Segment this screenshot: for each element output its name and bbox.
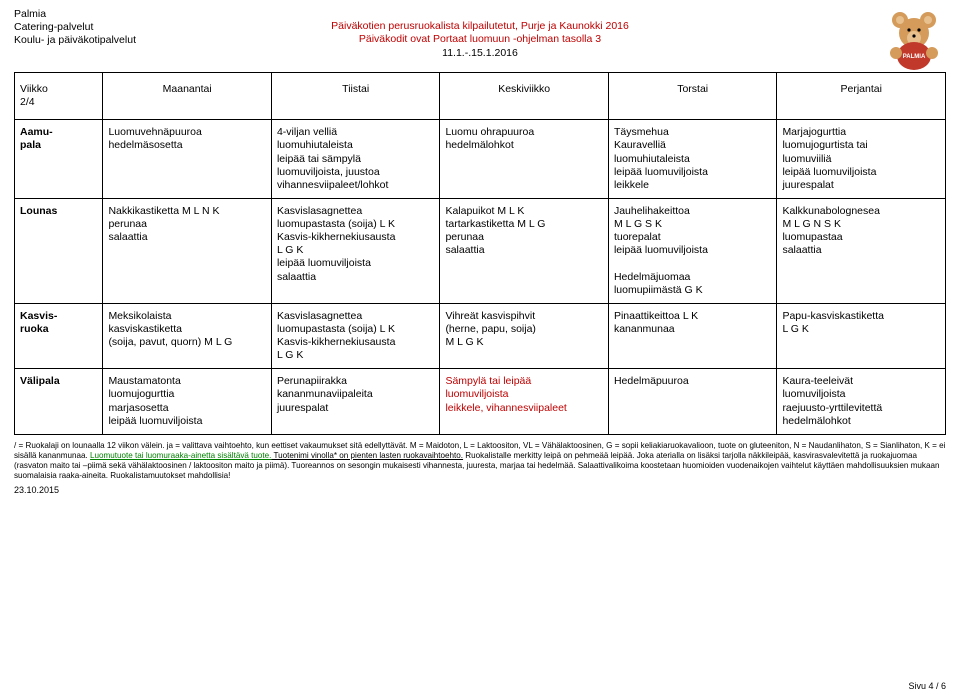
title-line1: Päiväkotien perusruokalista kilpailutetu… <box>14 20 946 33</box>
vali-thu: Hedelmäpuuroa <box>608 369 777 435</box>
title-line2: Päiväkodit ovat Portaat luomuun -ohjelma… <box>14 33 946 46</box>
col-tue: Tiistai <box>271 73 440 120</box>
vali-wed: Sämpylä tai leipääluomuviljoistaleikkele… <box>440 369 609 435</box>
aamu-mon: Luomuvehnäpuuroahedelmäsosetta <box>103 120 272 199</box>
kasvis-mon: Meksikolaistakasviskastiketta(soija, pav… <box>103 303 272 369</box>
aamu-thu: TäysmehuaKauravelliäluomuhiutaleistaleip… <box>608 120 777 199</box>
footer-date: 23.10.2015 <box>14 485 946 496</box>
col-fri: Perjantai <box>777 73 946 120</box>
page-number: Sivu 4 / 6 <box>908 681 946 691</box>
aamu-fri: Marjajogurttialuomujogurtista tailuomuvi… <box>777 120 946 199</box>
col-thu: Torstai <box>608 73 777 120</box>
lounas-fri: KalkkunabologneseaM L G N S Kluomupastaa… <box>777 198 946 303</box>
footer-green: Luomutuote tai luomuraaka-ainetta sisält… <box>90 451 271 460</box>
vali-fri: Kaura-teeleivätluomuviljoistaraejuusto-y… <box>777 369 946 435</box>
aamu-tue: 4-viljan velliäluomuhiutaleistaleipää ta… <box>271 120 440 199</box>
menu-table: Viikko 2/4 Maanantai Tiistai Keskiviikko… <box>14 72 946 435</box>
lounas-mon: Nakkikastiketta M L N Kperunaasalaattia <box>103 198 272 303</box>
week-header: Viikko 2/4 <box>15 73 103 120</box>
svg-text:PALMIA: PALMIA <box>903 54 926 60</box>
header-row: Viikko 2/4 Maanantai Tiistai Keskiviikko… <box>15 73 946 120</box>
rowlabel-vali: Välipala <box>15 369 103 435</box>
row-valipala: Välipala Maustamatontaluomujogurttiamarj… <box>15 369 946 435</box>
vali-mon: Maustamatontaluomujogurttiamarjasosettal… <box>103 369 272 435</box>
kasvis-thu: Pinaattikeittoa L Kkananmunaa <box>608 303 777 369</box>
aamu-wed: Luomu ohrapuuroahedelmälohkot <box>440 120 609 199</box>
rowlabel-aamu: Aamu-pala <box>15 120 103 199</box>
week-label: Viikko <box>20 83 48 95</box>
footer-ul: Tuotenimi vinolla* on pienten lasten ruo… <box>271 451 463 460</box>
col-wed: Keskiviikko <box>440 73 609 120</box>
date-range: 11.1.-.15.1.2016 <box>14 47 946 60</box>
bear-logo: PALMIA <box>882 8 946 70</box>
vali-tue: Perunapiirakkakananmunaviipaleitajuuresp… <box>271 369 440 435</box>
kasvis-fri: Papu-kasviskastikettaL G K <box>777 303 946 369</box>
kasvis-tue: Kasvislasagnettealuomupastasta (soija) L… <box>271 303 440 369</box>
col-mon: Maanantai <box>103 73 272 120</box>
row-kasvis: Kasvis-ruoka Meksikolaistakasviskastiket… <box>15 303 946 369</box>
rowlabel-lounas: Lounas <box>15 198 103 303</box>
kasvis-wed: Vihreät kasvispihvit(herne, papu, soija)… <box>440 303 609 369</box>
header: Palmia Catering-palvelut Koulu- ja päivä… <box>14 8 946 70</box>
rowlabel-kasvis: Kasvis-ruoka <box>15 303 103 369</box>
header-center: Päiväkotien perusruokalista kilpailutetu… <box>14 20 946 60</box>
footer: / = Ruokalaji on lounaalla 12 viikon väl… <box>14 441 946 497</box>
lounas-tue: Kasvislasagnettealuomupastasta (soija) L… <box>271 198 440 303</box>
row-lounas: Lounas Nakkikastiketta M L N Kperunaasal… <box>15 198 946 303</box>
week-num: 2/4 <box>20 96 35 108</box>
lounas-thu: JauhelihakeittoaM L G S Ktuorepalatleipä… <box>608 198 777 303</box>
lounas-wed: Kalapuikot M L Ktartarkastiketta M L Gpe… <box>440 198 609 303</box>
row-aamupala: Aamu-pala Luomuvehnäpuuroahedelmäsosetta… <box>15 120 946 199</box>
